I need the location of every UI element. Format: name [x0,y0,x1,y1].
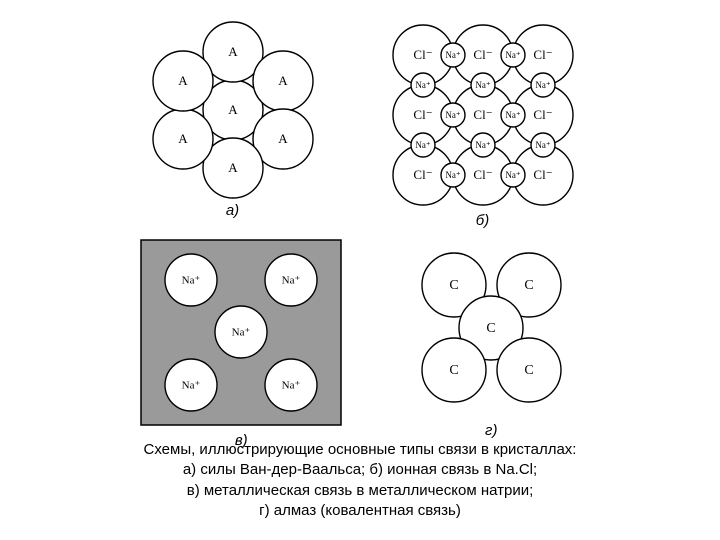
svg-text:A: A [278,73,288,88]
svg-text:Cl⁻: Cl⁻ [533,47,552,62]
svg-text:Cl⁻: Cl⁻ [413,47,432,62]
row-top: A A A A A A A а) Cl⁻ Cl⁻ Cl⁻ Cl⁻ Cl⁻ Cl⁻ Cl⁻ Cl⁻ Cl⁻ Na… [110,20,610,229]
svg-text:Cl⁻: Cl⁻ [413,107,432,122]
svg-text:Na⁺: Na⁺ [505,110,520,120]
svg-text:Na⁺: Na⁺ [182,380,201,392]
svg-text:C: C [486,321,495,336]
svg-text:Na⁺: Na⁺ [445,110,460,120]
svg-text:Na⁺: Na⁺ [182,275,201,287]
svg-text:A: A [178,131,188,146]
svg-text:Na⁺: Na⁺ [475,80,490,90]
svg-text:Cl⁻: Cl⁻ [533,107,552,122]
svg-text:Na⁺: Na⁺ [282,275,301,287]
row-bottom: Na⁺Na⁺Na⁺Na⁺Na⁺ в) CCCCC г) [110,235,610,449]
svg-text:C: C [449,363,458,378]
svg-text:Na⁺: Na⁺ [535,80,550,90]
caption-line-1: Схемы, иллюстрирующие основные типы связ… [0,440,720,460]
panel-b-label: б) [476,212,489,229]
svg-text:A: A [278,131,288,146]
diagram-a: A A A A A A A [143,20,323,200]
svg-text:A: A [228,44,238,59]
svg-text:Na⁺: Na⁺ [445,170,460,180]
svg-text:C: C [449,278,458,293]
svg-text:Cl⁻: Cl⁻ [413,167,432,182]
diagram-v: Na⁺ Na⁺ Na⁺ Na⁺ Na⁺ [136,235,346,430]
svg-text:Na⁺: Na⁺ [505,170,520,180]
svg-text:Na⁺: Na⁺ [445,50,460,60]
svg-text:Na⁺: Na⁺ [535,140,550,150]
svg-text:A: A [228,160,238,175]
svg-text:Na⁺: Na⁺ [415,80,430,90]
svg-text:A: A [178,73,188,88]
svg-text:Na⁺: Na⁺ [475,140,490,150]
panel-b: Cl⁻ Cl⁻ Cl⁻ Cl⁻ Cl⁻ Cl⁻ Cl⁻ Cl⁻ Cl⁻ Na⁺ Na⁺ Na⁺ Na⁺ N… [388,20,578,229]
svg-text:Cl⁻: Cl⁻ [473,107,492,122]
panel-a: A A A A A A A а) [143,20,323,219]
svg-text:Na⁺: Na⁺ [282,380,301,392]
svg-text:Cl⁻: Cl⁻ [473,47,492,62]
svg-text:C: C [524,278,533,293]
caption-line-2: а) силы Ван-дер-Ваальса; б) ионная связь… [0,460,720,480]
panel-v: Na⁺Na⁺Na⁺Na⁺Na⁺ в) [136,235,346,449]
diagram-b: Cl⁻ Cl⁻ Cl⁻ Cl⁻ Cl⁻ Cl⁻ Cl⁻ Cl⁻ Cl⁻ Na⁺ Na⁺ Na⁺ Na⁺ N… [388,20,578,210]
svg-text:Na⁺: Na⁺ [232,327,251,339]
diagram-g: C C C C C [399,235,584,420]
svg-text:Na⁺: Na⁺ [415,140,430,150]
svg-text:C: C [524,363,533,378]
caption-line-3: в) металлическая связь в металлическом н… [0,481,720,501]
panel-g-label: г) [485,422,497,439]
panel-a-label: а) [226,202,239,219]
figure-caption: Схемы, иллюстрирующие основные типы связ… [0,440,720,521]
svg-text:Cl⁻: Cl⁻ [473,167,492,182]
caption-line-4: г) алмаз (ковалентная связь) [0,501,720,521]
svg-text:A: A [228,102,238,117]
svg-text:Cl⁻: Cl⁻ [533,167,552,182]
panel-g: C C C C C г) [399,235,584,439]
svg-text:Na⁺: Na⁺ [505,50,520,60]
